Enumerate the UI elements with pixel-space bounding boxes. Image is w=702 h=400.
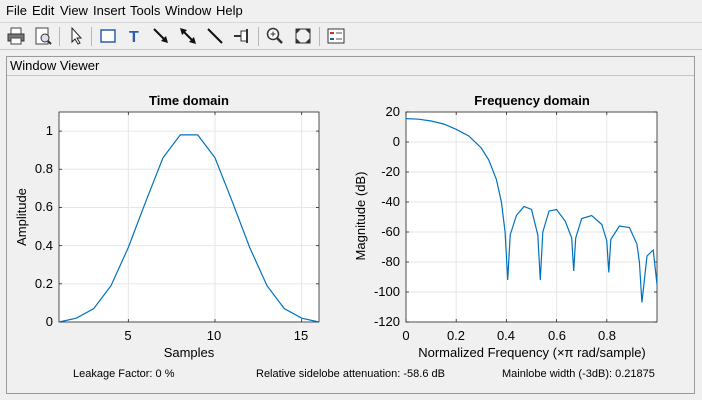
window-viewer-panel: Window Viewer — [6, 56, 695, 394]
toolbar-separator — [59, 27, 60, 46]
pointer-icon[interactable] — [66, 26, 86, 46]
insert-double-arrow-icon[interactable] — [178, 26, 198, 46]
leakage-factor-text: Leakage Factor: 0 % — [73, 368, 175, 380]
menu-tools[interactable]: Tools — [130, 3, 161, 18]
mainlobe-width-text: Mainlobe width (-3dB): 0.21875 — [502, 368, 655, 380]
panel-title-divider — [7, 75, 694, 76]
menu-help[interactable]: Help — [216, 3, 243, 18]
menu-insert[interactable]: Insert — [93, 3, 126, 18]
toolbar-separator — [319, 27, 320, 46]
insert-rectangle-icon[interactable] — [98, 26, 118, 46]
menu-edit[interactable]: Edit — [32, 3, 55, 18]
print-icon[interactable] — [6, 26, 26, 46]
legend-icon[interactable] — [326, 26, 346, 46]
menu-window[interactable]: Window — [165, 3, 212, 18]
pin-icon[interactable] — [232, 26, 252, 46]
menu-view[interactable]: View — [60, 3, 88, 18]
svg-text:T: T — [129, 29, 139, 46]
insert-line-icon[interactable] — [205, 26, 225, 46]
sidelobe-attenuation-text: Relative sidelobe attenuation: -58.6 dB — [256, 368, 445, 380]
zoom-in-icon[interactable] — [265, 26, 285, 46]
insert-text-icon[interactable]: T — [125, 26, 145, 46]
print-preview-icon[interactable] — [33, 26, 53, 46]
toolbar-separator — [91, 27, 92, 46]
toolbar: T — [0, 22, 702, 50]
panel-title: Window Viewer — [10, 58, 100, 73]
insert-arrow-icon[interactable] — [151, 26, 171, 46]
toolbar-separator — [258, 27, 259, 46]
menu-bar: File Edit View Insert Tools Window Help — [0, 0, 702, 22]
full-view-icon[interactable] — [293, 26, 313, 46]
menu-file[interactable]: File — [6, 3, 27, 18]
